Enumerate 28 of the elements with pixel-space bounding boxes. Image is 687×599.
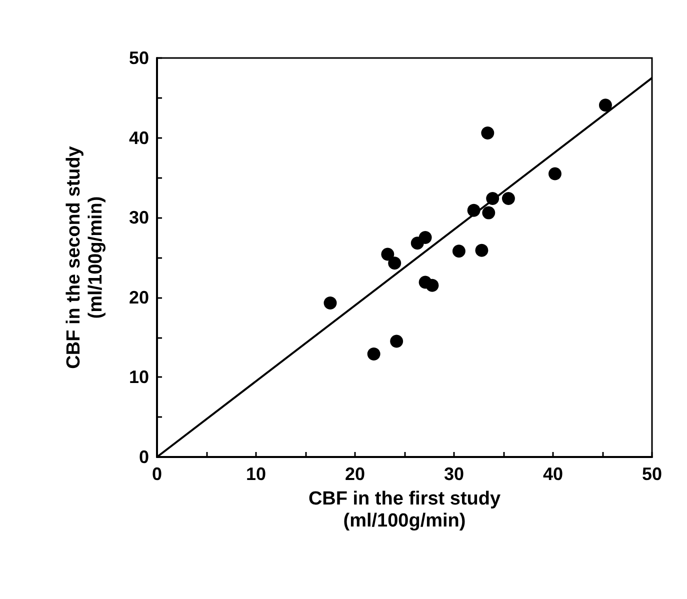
x-tick-label: 20 (344, 464, 366, 484)
point (381, 248, 394, 261)
x-tick-label: 50 (642, 464, 662, 484)
point (481, 126, 494, 140)
x-tick-label: 40 (542, 464, 564, 484)
point (452, 244, 466, 258)
point (598, 98, 612, 112)
point (418, 231, 432, 244)
y-tick-label: 10 (128, 367, 149, 388)
point (502, 192, 515, 205)
point (367, 348, 380, 361)
point (426, 278, 439, 292)
y-tick-label: 40 (128, 128, 149, 148)
point (388, 256, 402, 270)
point (475, 244, 488, 257)
y-tick-label: 50 (128, 48, 149, 68)
y-tick-label: 30 (128, 208, 149, 228)
x-tick-label: 30 (444, 464, 464, 484)
point (390, 334, 404, 348)
point (548, 167, 562, 180)
point (324, 296, 337, 310)
point (482, 206, 496, 220)
x-tick-label: 10 (246, 464, 266, 484)
x-axis-title: CBF in the first study (ml/100g/min) (308, 488, 501, 532)
y-tick-label: 20 (128, 287, 149, 308)
x-tick-label: 0 (152, 464, 162, 484)
y-tick-label: 0 (138, 447, 149, 467)
y-axis-title: CBF in the second study (ml/100g/min) (64, 146, 106, 369)
